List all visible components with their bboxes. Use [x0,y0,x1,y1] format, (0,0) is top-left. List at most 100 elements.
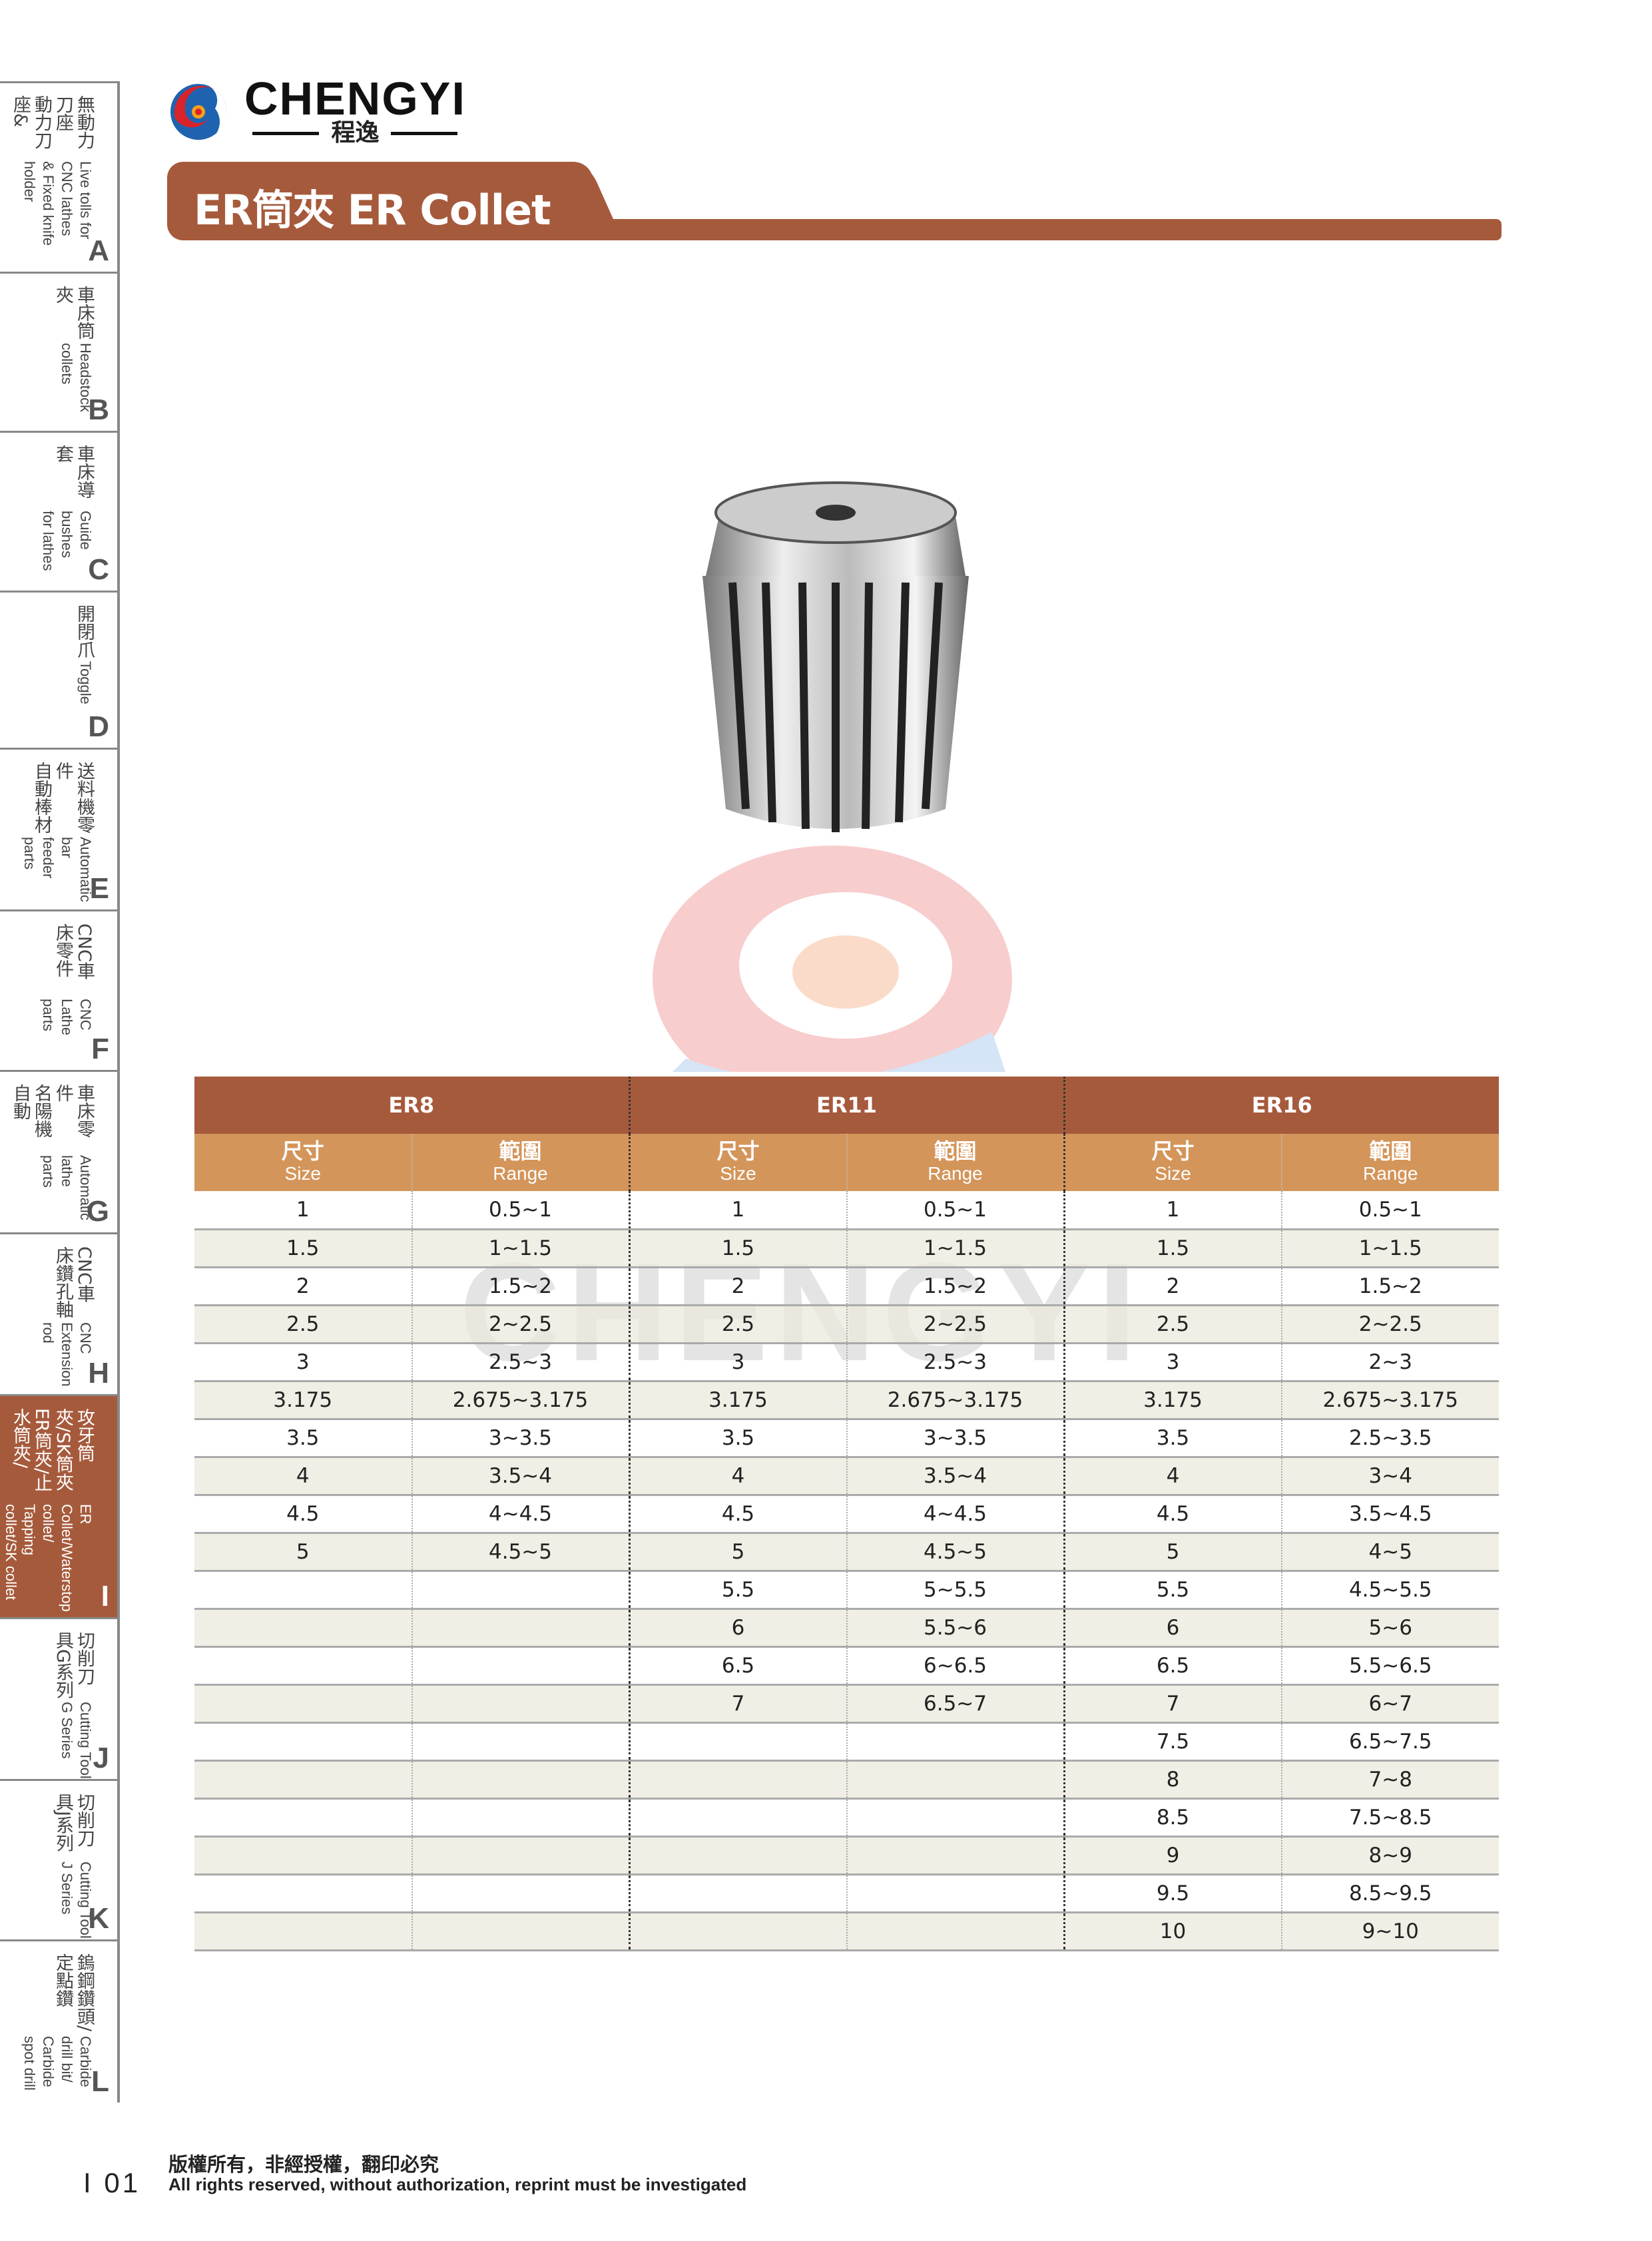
range-cell: 6.5~7.5 [1280,1722,1499,1762]
table-row: 10 9~10 [194,1912,1499,1951]
size-cell: 5 [194,1533,412,1572]
range-cell: 2.675~3.175 [411,1381,629,1420]
size-cell: 4 [628,1457,847,1496]
range-cell [846,1798,1064,1838]
table-row: 3.175 2.675~3.175 3.175 2.675~3.175 3.175 2.6… [194,1381,1499,1420]
size-cell: 7 [628,1684,847,1724]
range-cell: 3~3.5 [846,1419,1064,1458]
sidebar-item-label-en: Toggle [77,661,94,704]
sidebar-item-letter: C [88,553,109,586]
sidebar-item-label-en: Carbide drill bit/ Carbide spot drill [21,2036,94,2091]
range-cell: 1~1.5 [1280,1229,1499,1268]
sidebar-item-g[interactable]: 車床零件 名陽機自動 Automatic lathe parts G [0,1070,117,1232]
sidebar-item-letter: H [88,1357,109,1389]
sidebar-item-label-zh: 切削刀具G系列 [53,1631,95,1699]
size-cell [628,1836,847,1875]
range-cell [411,1646,629,1686]
range-cell: 1.5~2 [846,1267,1064,1306]
range-cell: 4~4.5 [846,1495,1064,1534]
range-cell: 2.5~3.5 [1280,1419,1499,1458]
size-cell: 8.5 [1063,1798,1282,1838]
sidebar-item-label-en: Guide bushes for lathes [40,511,94,571]
sidebar-item-c[interactable]: 車床導套 Guide bushes for lathes C [0,431,117,591]
table-row: 2 1.5~2 2 1.5~2 2 1.5~2 [194,1267,1499,1306]
sidebar-item-label-en: Cutting Tool J Series [59,1861,94,1939]
sidebar-item-a[interactable]: 無動力刀座 動力刀座& Live tolls for CNC lathes & F… [0,81,117,272]
range-cell [411,1836,629,1875]
sidebar-item-letter: J [93,1742,109,1774]
range-cell [411,1684,629,1724]
table-row: 3 2.5~3 3 2.5~3 3 2~3 [194,1343,1499,1382]
range-column-header: 範圍 Range [411,1134,629,1191]
range-cell: 3.5~4.5 [1280,1495,1499,1534]
sidebar-item-label-zh: CNC車床零件 [53,923,95,980]
sidebar-item-b[interactable]: 車床筒夾 Headstock collets B [0,272,117,431]
sidebar-item-letter: D [88,710,109,743]
size-cell: 1 [194,1191,412,1230]
size-cell: 3.5 [194,1419,412,1458]
range-cell: 2~2.5 [1280,1305,1499,1344]
sidebar-nav: 無動力刀座 動力刀座& Live tolls for CNC lathes & F… [0,81,120,2103]
range-cell: 2.5~3 [411,1343,629,1382]
size-cell: 3.175 [1063,1381,1282,1420]
size-cell: 2 [194,1267,412,1306]
size-cell [194,1798,412,1838]
size-cell: 1.5 [628,1229,847,1268]
size-cell: 4.5 [1063,1495,1282,1534]
sidebar-item-label-zh: 車床零件 名陽機自動 [10,1084,95,1138]
table-row: 4.5 4~4.5 4.5 4~4.5 4.5 3.5~4.5 [194,1495,1499,1534]
range-column-header: 範圍 Range [1280,1134,1499,1191]
sidebar-item-k[interactable]: 切削刀具J系列 Cutting Tool J Series K [0,1779,117,1939]
range-cell: 4~5 [1280,1533,1499,1572]
page-number: I 01 [83,2167,141,2198]
sidebar-item-label-zh: 鎢鋼鑽頭/定點鑽 [53,1953,95,2032]
size-cell: 1.5 [194,1229,412,1268]
table-row: 1 0.5~1 1 0.5~1 1 0.5~1 [194,1191,1499,1230]
range-cell: 8~9 [1280,1836,1499,1875]
size-cell: 2.5 [628,1305,847,1344]
range-cell: 7.5~8.5 [1280,1798,1499,1838]
size-cell: 1 [1063,1191,1282,1230]
sidebar-item-label-zh: 開閉爪 [74,605,95,658]
size-cell: 3 [1063,1343,1282,1382]
size-cell [194,1874,412,1913]
sidebar-item-l[interactable]: 鎢鋼鑽頭/定點鑽 Carbide drill bit/ Carbide spot … [0,1939,117,2103]
size-cell [628,1798,847,1838]
range-cell: 1.5~2 [1280,1267,1499,1306]
sidebar-item-label-zh: 車床筒夾 [53,286,95,340]
size-cell: 1 [628,1191,847,1230]
range-cell: 4~4.5 [411,1495,629,1534]
group-header: ER8 [194,1077,629,1134]
range-cell: 0.5~1 [846,1191,1064,1230]
range-cell [846,1836,1064,1875]
range-cell: 0.5~1 [1280,1191,1499,1230]
sidebar-item-f[interactable]: CNC車床零件 CNC Lathe parts F [0,909,117,1070]
size-cell: 6 [628,1609,847,1648]
sidebar-item-letter: B [88,393,109,426]
size-cell [628,1760,847,1800]
sidebar-item-h[interactable]: CNC車床鑽孔軸 CNC Extension rod H [0,1232,117,1394]
sidebar-item-j[interactable]: 切削刀具G系列 Cutting Tool G Series J [0,1617,117,1779]
size-cell: 3.5 [1063,1419,1282,1458]
range-cell [411,1912,629,1951]
sidebar-item-i[interactable]: 攻牙筒夾/SK筒夾 ER筒夾/止水筒夾/ER Collet/Waterstop … [0,1394,117,1617]
size-cell: 7.5 [1063,1722,1282,1762]
range-cell: 6.5~7 [846,1684,1064,1724]
range-cell [411,1798,629,1838]
range-cell [411,1571,629,1610]
sidebar-item-label-en: ER Collet/Waterstop collet/ Tapping coll… [3,1504,94,1612]
sidebar-item-d[interactable]: 開閉爪 Toggle D [0,591,117,748]
range-cell: 2~3 [1280,1343,1499,1382]
range-cell: 0.5~1 [411,1191,629,1230]
sidebar-item-e[interactable]: 送料機零件 自動棒材 Automatic bar feeder parts E [0,748,117,909]
range-cell: 4.5~5.5 [1280,1571,1499,1610]
size-cell: 6.5 [1063,1646,1282,1686]
size-cell: 2.5 [1063,1305,1282,1344]
size-cell: 2.5 [194,1305,412,1344]
size-cell [194,1722,412,1762]
size-cell [628,1722,847,1762]
size-cell [194,1646,412,1686]
size-cell: 7 [1063,1684,1282,1724]
range-cell [846,1912,1064,1951]
size-cell: 8 [1063,1760,1282,1800]
